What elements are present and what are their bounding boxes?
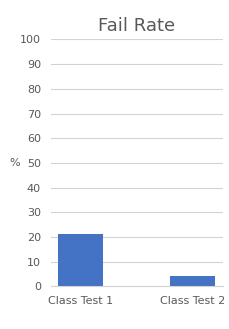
Bar: [58, 234, 103, 286]
Bar: [170, 276, 214, 286]
Y-axis label: %: %: [9, 158, 19, 168]
Title: Fail Rate: Fail Rate: [98, 17, 175, 35]
